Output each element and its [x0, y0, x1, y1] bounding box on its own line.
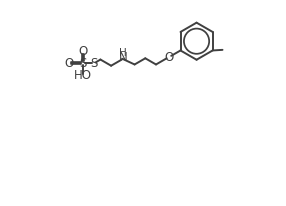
Text: H: H — [119, 48, 127, 58]
Text: O: O — [164, 50, 174, 64]
Text: N: N — [119, 51, 128, 64]
Text: HO: HO — [74, 69, 92, 82]
Text: O: O — [64, 57, 74, 70]
Text: S: S — [90, 57, 98, 70]
Text: O: O — [79, 45, 88, 59]
Text: S: S — [80, 57, 87, 70]
